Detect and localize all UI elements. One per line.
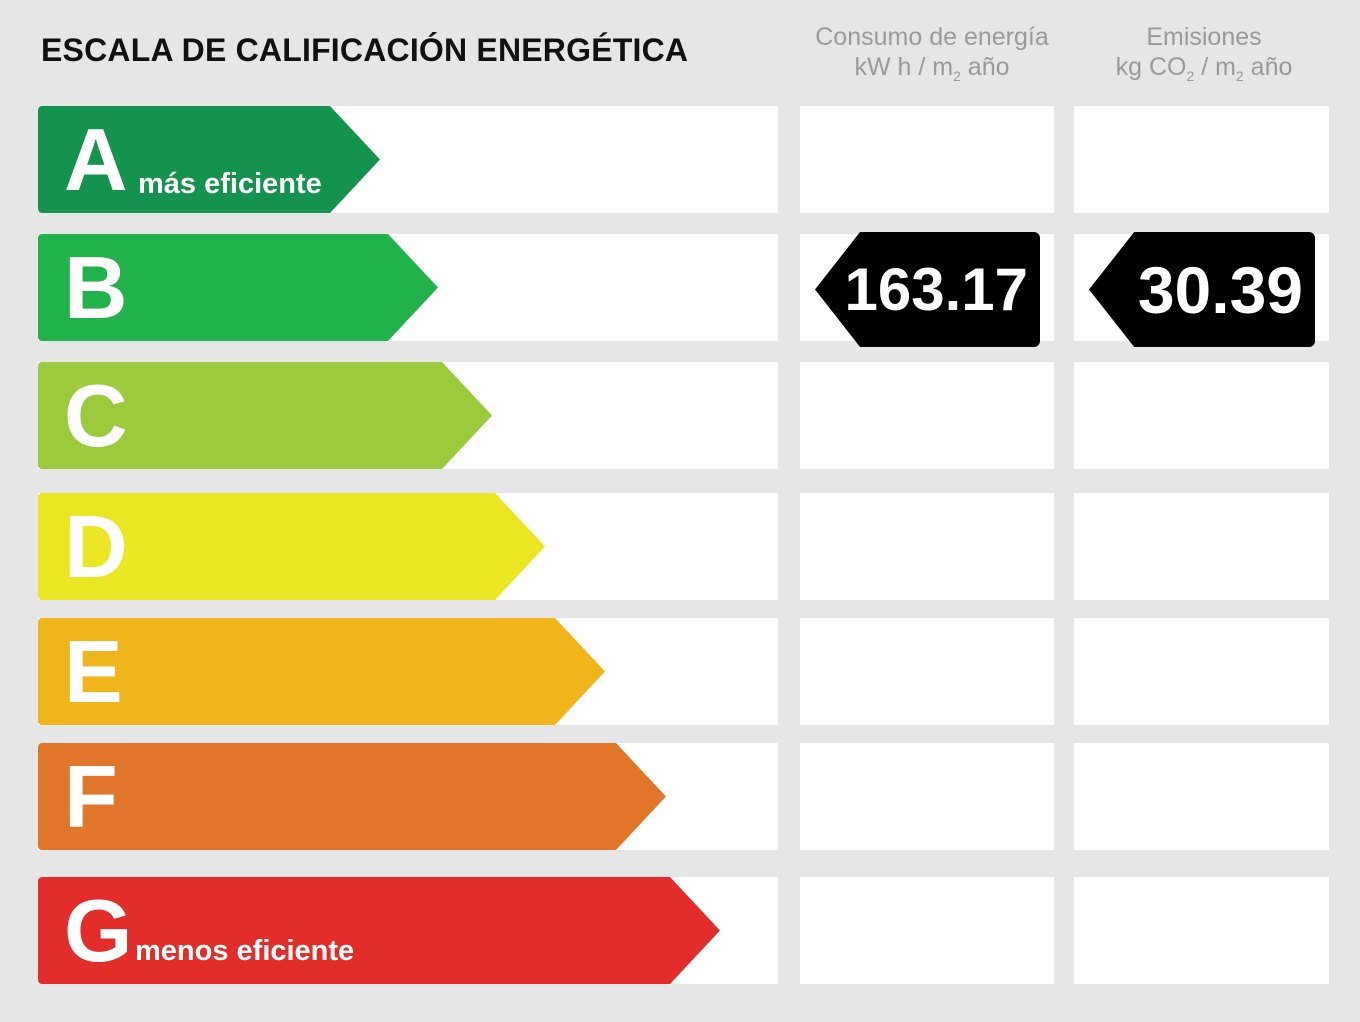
energy-panel — [800, 743, 1054, 850]
emissions-unit-part2: año — [1243, 53, 1293, 81]
emis-panel — [1074, 362, 1329, 469]
emissions-unit-mid: / m — [1194, 53, 1236, 81]
energy-unit-part: kW h / m — [854, 53, 954, 81]
energy-unit-part2: año — [960, 53, 1010, 81]
emis-panel — [1074, 618, 1329, 725]
emissions-header-unit: kg CO2 / m2 año — [1074, 52, 1334, 84]
emissions-value-badge: 30.39 — [1089, 232, 1315, 347]
rating-arrow-c: C — [38, 362, 492, 469]
emissions-unit-sub1: 2 — [1186, 68, 1195, 84]
rating-letter: F — [64, 747, 118, 846]
energy-column-header: Consumo de energía kW h / m2 año — [802, 22, 1062, 84]
rating-letter: C — [64, 366, 128, 465]
energy-panel — [800, 106, 1054, 213]
energy-panel — [800, 877, 1054, 984]
rating-row-f: F — [0, 743, 1360, 850]
rating-arrow-e: E — [38, 618, 605, 725]
emis-panel — [1074, 743, 1329, 850]
emissions-header-line1: Emisiones — [1146, 23, 1262, 51]
rating-arrow-f: F — [38, 743, 666, 850]
energy-header-unit: kW h / m2 año — [802, 52, 1062, 84]
rating-letter: G — [64, 881, 133, 980]
rating-row-e: E — [0, 618, 1360, 725]
rating-letter: D — [64, 497, 128, 596]
page-title: ESCALA DE CALIFICACIÓN ENERGÉTICA — [41, 32, 689, 68]
energy-panel — [800, 618, 1054, 725]
emis-panel — [1074, 493, 1329, 600]
emis-panel — [1074, 106, 1329, 213]
energy-unit-sub: 2 — [953, 68, 961, 84]
rating-arrow-d: D — [38, 493, 545, 600]
rating-letter: E — [64, 622, 123, 721]
emissions-column-header: Emisiones kg CO2 / m2 año — [1074, 22, 1334, 84]
emissions-unit-part: kg CO — [1115, 53, 1187, 81]
rating-row-d: D — [0, 493, 1360, 600]
rating-letter: B — [64, 238, 128, 337]
emissions-unit-sub2: 2 — [1235, 68, 1244, 84]
rating-note: menos eficiente — [135, 935, 355, 967]
energy-panel — [800, 493, 1054, 600]
rating-letter: A — [64, 110, 128, 209]
energy-value-badge: 163.17 — [815, 232, 1040, 347]
rating-note: más eficiente — [138, 168, 322, 200]
energy-panel — [800, 362, 1054, 469]
rating-arrow-b: B — [38, 234, 438, 341]
emis-panel — [1074, 877, 1329, 984]
rating-row-b: B 163.17 30.39 — [0, 232, 1360, 347]
rating-row-c: C — [0, 362, 1360, 469]
energy-header-line1: Consumo de energía — [815, 23, 1049, 51]
